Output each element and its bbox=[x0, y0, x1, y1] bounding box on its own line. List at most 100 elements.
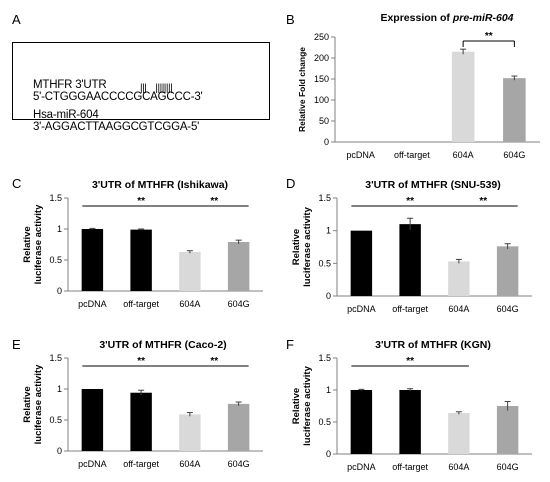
chart-f-x-tick-label: 604G bbox=[497, 462, 519, 472]
chart-f-y-tick-label: 0.5 bbox=[318, 417, 331, 427]
chart-c-y-tick-label: 1.5 bbox=[49, 193, 62, 203]
chart-b-x-tick-label: 604G bbox=[503, 150, 525, 160]
chart-f-x-tick-label: pcDNA bbox=[347, 462, 376, 472]
chart-d-x-tick-label: 604A bbox=[448, 304, 469, 314]
panel-letter-e: E bbox=[12, 337, 21, 352]
chart-c-x-tick-label: pcDNA bbox=[78, 299, 107, 309]
panel-letter-d: D bbox=[286, 176, 296, 191]
mthfr-utr-label: MTHFR 3'UTR bbox=[32, 79, 107, 91]
chart-c-y-label-line: luciferase activity bbox=[33, 204, 44, 284]
chart-e-x-tick-label: pcDNA bbox=[78, 459, 107, 469]
chart-c-x-tick-label: off-target bbox=[123, 299, 159, 309]
chart-b-y-tick-label: 50 bbox=[319, 116, 329, 126]
panel-letter-b: B bbox=[286, 12, 295, 27]
chart-c-y-tick-label: 1 bbox=[57, 224, 62, 234]
chart-d-y-tick-label: 0 bbox=[326, 291, 331, 301]
chart-b-x-tick-label: 604A bbox=[453, 150, 474, 160]
chart-c-sig-label: ** bbox=[210, 196, 218, 207]
mthfr-utr-sequence-line: MTHFR 3'UTR 5'-CTGGGAACCCCGCAGCCC-3' bbox=[21, 67, 203, 115]
chart-e-y-tick-label: 0.5 bbox=[49, 415, 62, 425]
chart-d-y-tick-label: 0.5 bbox=[318, 258, 331, 268]
chart-f-bar bbox=[350, 390, 373, 454]
chart-f-y-tick-label: 1.5 bbox=[318, 353, 331, 363]
chart-b-y-label: Relative Fold change bbox=[297, 47, 307, 132]
chart-d-bar bbox=[448, 261, 470, 296]
chart-d-x-tick-label: off-target bbox=[392, 304, 428, 314]
chart-b-y-tick-label: 200 bbox=[314, 53, 329, 63]
chart-d-y-label-line: luciferase activity bbox=[302, 206, 313, 286]
chart-e-y-label-line: luciferase activity bbox=[33, 364, 44, 444]
chart-e-sig-label: ** bbox=[210, 356, 218, 367]
mir604-label: Hsa-miR-604 bbox=[32, 109, 99, 121]
chart-c-sig-label: ** bbox=[137, 196, 145, 207]
chart-c-y-tick-label: 0 bbox=[57, 286, 62, 296]
chart-e-title: 3'UTR of MTHFR (Caco-2) bbox=[99, 339, 226, 351]
chart-d-y-label-line: Relative bbox=[291, 229, 302, 265]
chart-f-y-tick-label: 1 bbox=[326, 385, 331, 395]
mthfr-utr-sequence: 5'-CTGGGAACCCCGCAGCCC-3' bbox=[32, 91, 203, 103]
panel-letter-a: A bbox=[12, 12, 21, 27]
chart-b-y-tick-label: 250 bbox=[314, 32, 329, 42]
chart-f-title: 3'UTR of MTHFR (KGN) bbox=[375, 339, 491, 351]
sequence-alignment-box: MTHFR 3'UTR 5'-CTGGGAACCCCGCAGCCC-3' |||… bbox=[12, 42, 270, 133]
chart-e-bar bbox=[130, 392, 152, 451]
chart-e-sig-label: ** bbox=[137, 356, 145, 367]
chart-b-sig-label: ** bbox=[485, 31, 493, 42]
chart-c-x-tick-label: 604G bbox=[228, 299, 250, 309]
chart-d-title: 3'UTR of MTHFR (SNU-539) bbox=[365, 179, 501, 191]
chart-panel-c-ishikawa: 3'UTR of MTHFR (Ishikawa) 0 0.5 1 1.5 Relativ… bbox=[22, 179, 263, 309]
chart-d-sig-label: ** bbox=[406, 196, 414, 207]
chart-f-bar bbox=[496, 406, 519, 454]
chart-e-x-tick-label: 604G bbox=[228, 459, 250, 469]
chart-b-y-tick-label: 150 bbox=[314, 74, 329, 84]
chart-d-bar bbox=[350, 230, 373, 296]
chart-panel-e-caco2: 3'UTR of MTHFR (Caco-2) 0 0.5 1 1.5 Relative l… bbox=[22, 339, 263, 469]
chart-b-y-tick-label: 0 bbox=[324, 137, 329, 147]
chart-e-bar bbox=[227, 403, 250, 451]
chart-c-bar bbox=[179, 251, 201, 291]
chart-e-x-tick-label: off-target bbox=[123, 459, 159, 469]
chart-e-y-tick-label: 1 bbox=[57, 384, 62, 394]
panel-letter-f: F bbox=[286, 337, 294, 352]
chart-d-y-tick-label: 1 bbox=[326, 226, 331, 236]
chart-c-title: 3'UTR of MTHFR (Ishikawa) bbox=[92, 179, 228, 191]
chart-e-y-label-line: Relative bbox=[22, 386, 33, 422]
chart-f-x-tick-label: off-target bbox=[392, 462, 428, 472]
chart-d-bar bbox=[496, 246, 519, 296]
mir604-sequence: 3'-AGGACTTAAGGCGTCGGA-5' bbox=[32, 121, 200, 133]
chart-c-bar bbox=[227, 242, 250, 291]
chart-f-y-tick-label: 0 bbox=[326, 449, 331, 459]
chart-b-bar bbox=[451, 51, 475, 143]
chart-b-bar bbox=[503, 78, 526, 142]
chart-c-y-label-line: Relative bbox=[22, 226, 33, 262]
chart-b-title: Expression of pre-miR-604 bbox=[380, 12, 513, 24]
chart-panel-b-expression: Expression of pre-miR-604 0 50 100 150 200 250… bbox=[297, 12, 540, 160]
chart-d-x-tick-label: 604G bbox=[497, 304, 519, 314]
chart-b-x-tick-label: off-target bbox=[394, 150, 430, 160]
chart-c-bar bbox=[130, 229, 152, 291]
chart-b-x-tick-label: pcDNA bbox=[346, 150, 375, 160]
base-pairing-marks: ||| |||||||| bbox=[140, 83, 173, 94]
chart-b-title-prefix: Expression of bbox=[380, 12, 452, 24]
chart-b-y-tick-label: 100 bbox=[314, 95, 329, 105]
chart-f-y-label-line: luciferase activity bbox=[302, 365, 313, 445]
chart-e-y-tick-label: 1.5 bbox=[49, 353, 62, 363]
chart-e-y-tick-label: 0 bbox=[57, 446, 62, 456]
chart-panel-d-snu539: 3'UTR of MTHFR (SNU-539) 0 0.5 1 1.5 Relative… bbox=[291, 179, 532, 314]
chart-e-bar bbox=[179, 414, 201, 451]
chart-f-sig-label: ** bbox=[406, 356, 414, 367]
panel-letter-c: C bbox=[12, 176, 22, 191]
mir604-sequence-line: Hsa-miR-604 3'-AGGACTTAAGGCGTCGGA-5' bbox=[21, 97, 199, 145]
chart-d-x-tick-label: pcDNA bbox=[347, 304, 376, 314]
chart-d-bar bbox=[399, 224, 421, 296]
chart-c-x-tick-label: 604A bbox=[179, 299, 200, 309]
chart-f-bar bbox=[399, 390, 421, 454]
chart-d-y-tick-label: 1.5 bbox=[318, 193, 331, 203]
chart-f-x-tick-label: 604A bbox=[448, 462, 469, 472]
chart-e-bar bbox=[81, 389, 104, 451]
chart-e-x-tick-label: 604A bbox=[179, 459, 200, 469]
chart-c-bar bbox=[81, 229, 104, 291]
chart-panel-f-kgn: 3'UTR of MTHFR (KGN) 0 0.5 1 1.5 Relative luci… bbox=[291, 339, 532, 472]
chart-f-y-label-line: Relative bbox=[291, 388, 302, 424]
chart-b-title-italic: pre-miR-604 bbox=[452, 12, 514, 24]
